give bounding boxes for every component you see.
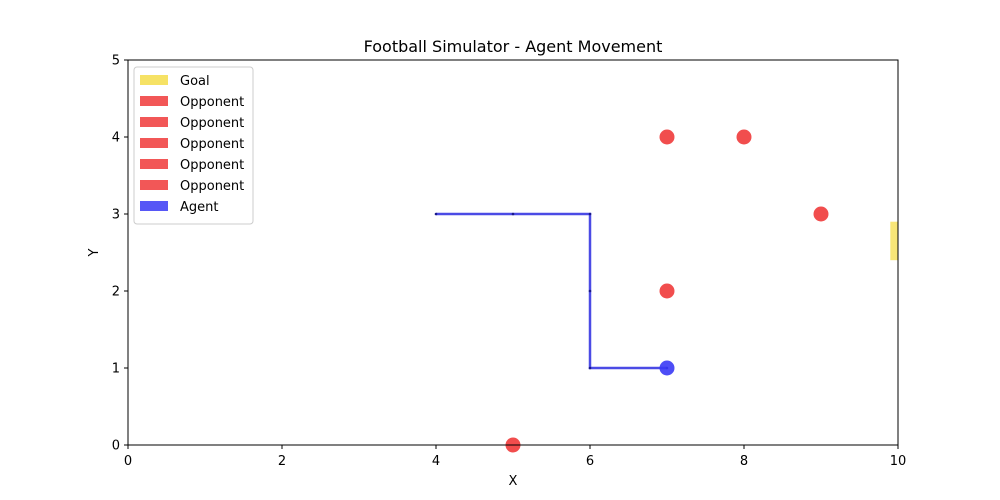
legend-label-4: Opponent [180,137,244,152]
opponent-marker-3 [813,206,829,222]
x-tick-label-6: 6 [586,454,594,469]
x-axis-ticks: 0 2 4 6 8 10 [124,445,906,469]
agent-path-point-4 [588,366,592,370]
x-tick-label-2: 2 [278,454,286,469]
legend-label-1: Goal [180,74,210,89]
agent-path-line [436,212,667,370]
y-tick-label-4: 4 [112,131,120,146]
agent-path-point-1 [511,212,515,216]
legend: Goal Opponent Opponent Opponent Opponent Oppo… [133,66,254,225]
plot-frame [127,59,899,446]
legend-swatch-7 [140,201,168,211]
y-tick-label-2: 2 [112,285,120,300]
legend-label-6: Opponent [180,179,244,194]
y-axis-label: Y [87,248,102,257]
legend-swatch-1 [140,75,168,85]
legend-label-5: Opponent [180,158,244,173]
legend-swatch-4 [140,138,168,148]
goal-area [890,221,898,261]
x-tick-label-0: 0 [124,454,132,469]
opponent-marker-1 [659,129,675,145]
plot-area [434,129,898,453]
y-tick-label-5: 5 [112,54,120,69]
y-tick-label-0: 0 [112,439,120,454]
axes [127,59,899,446]
x-axis-label: X [509,474,518,489]
chart-title: Football Simulator - Agent Movement [364,37,663,56]
legend-swatch-5 [140,159,168,169]
x-tick-label-10: 10 [890,454,907,469]
agent-path-point-0 [434,212,438,216]
x-tick-label-8: 8 [740,454,748,469]
agent-path-point-3 [588,289,592,293]
x-tick-label-4: 4 [432,454,440,469]
legend-swatch-3 [140,117,168,127]
legend-label-3: Opponent [180,116,244,131]
agent-marker [659,360,675,376]
legend-label-2: Opponent [180,95,244,110]
opponent-marker-4 [659,283,675,299]
y-tick-label-3: 3 [112,208,120,223]
legend-swatch-2 [140,96,168,106]
agent-path-point-2 [588,212,592,216]
y-axis-ticks: 0 1 2 3 4 5 [112,54,128,454]
y-tick-label-1: 1 [112,362,120,377]
legend-label-7: Agent [180,200,218,215]
opponent-marker-2 [736,129,752,145]
legend-swatch-6 [140,180,168,190]
